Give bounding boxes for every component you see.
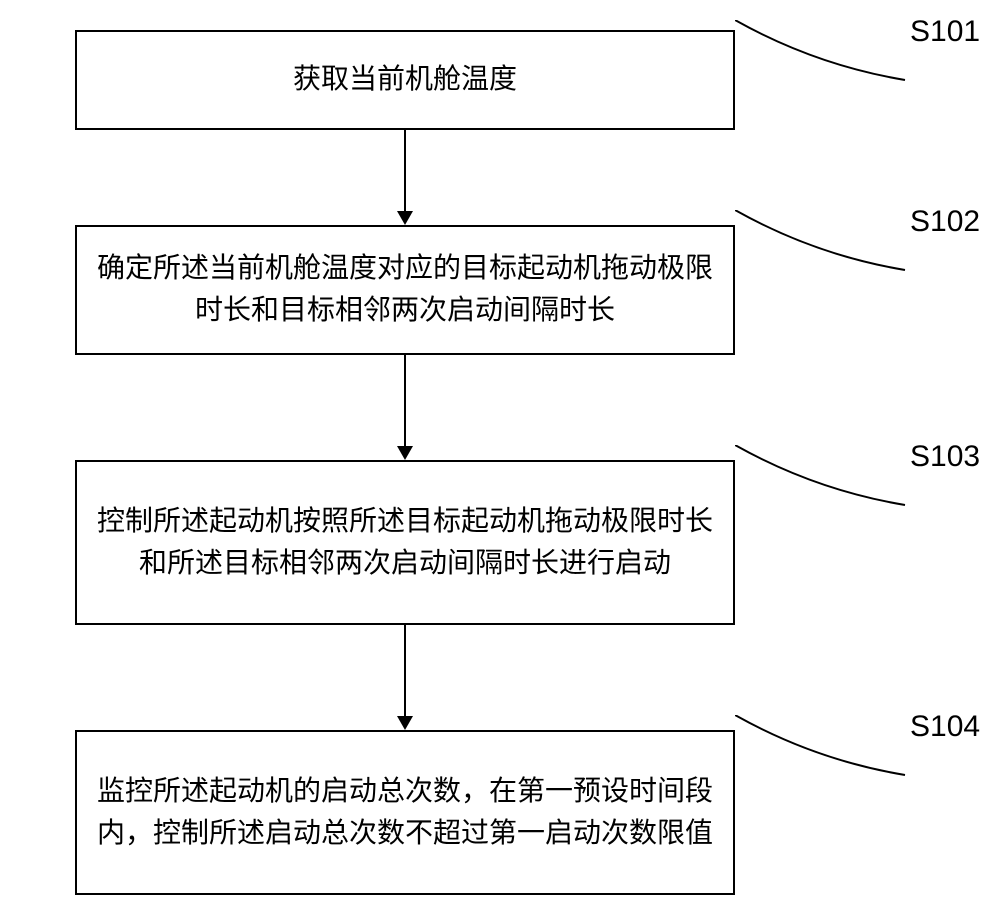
connector-curve — [735, 445, 915, 515]
flow-arrow-head — [397, 446, 413, 460]
flow-step-s102: 确定所述当前机舱温度对应的目标起动机拖动极限时长和目标相邻两次启动间隔时长 — [75, 225, 735, 355]
connector-curve — [735, 20, 915, 90]
step-label-text: S102 — [910, 205, 980, 238]
flow-step-s101: 获取当前机舱温度 — [75, 30, 735, 130]
step-label-s101: S101 — [910, 15, 980, 49]
step-label-text: S103 — [910, 440, 980, 473]
flow-step-text: 监控所述起动机的启动总次数，在第一预设时间段内，控制所述启动总次数不超过第一启动… — [97, 771, 713, 855]
flow-arrow — [404, 625, 406, 716]
step-label-s103: S103 — [910, 440, 980, 474]
flowchart-container: 获取当前机舱温度 确定所述当前机舱温度对应的目标起动机拖动极限时长和目标相邻两次… — [75, 0, 735, 914]
flow-arrow-head — [397, 211, 413, 225]
step-label-s104: S104 — [910, 710, 980, 744]
flow-arrow — [404, 355, 406, 446]
step-label-text: S104 — [910, 710, 980, 743]
step-label-s102: S102 — [910, 205, 980, 239]
flow-step-s104: 监控所述起动机的启动总次数，在第一预设时间段内，控制所述启动总次数不超过第一启动… — [75, 730, 735, 895]
flow-step-text: 获取当前机舱温度 — [293, 59, 517, 101]
connector-curve — [735, 210, 915, 280]
step-label-text: S101 — [910, 15, 980, 48]
flow-step-text: 确定所述当前机舱温度对应的目标起动机拖动极限时长和目标相邻两次启动间隔时长 — [97, 248, 713, 332]
flow-arrow — [404, 130, 406, 211]
flow-arrow-head — [397, 716, 413, 730]
flow-step-s103: 控制所述起动机按照所述目标起动机拖动极限时长和所述目标相邻两次启动间隔时长进行启… — [75, 460, 735, 625]
connector-curve — [735, 715, 915, 785]
flow-step-text: 控制所述起动机按照所述目标起动机拖动极限时长和所述目标相邻两次启动间隔时长进行启… — [97, 501, 713, 585]
